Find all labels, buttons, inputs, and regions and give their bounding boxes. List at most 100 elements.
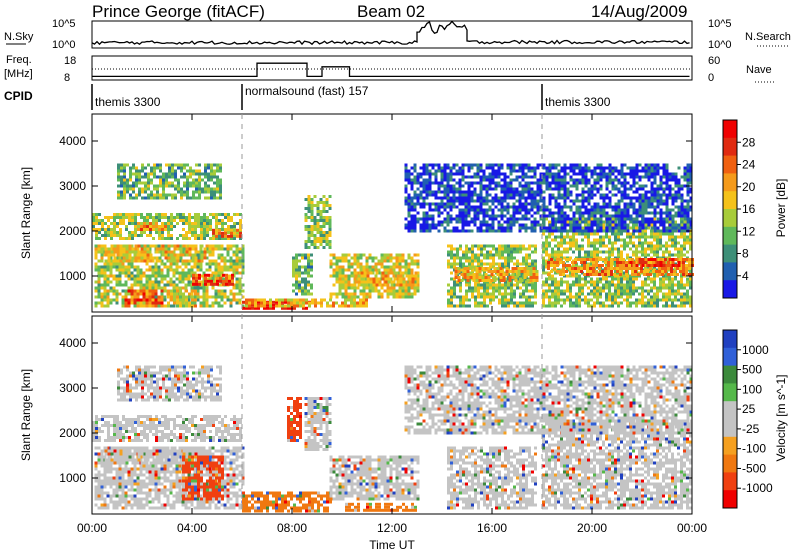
power-cell xyxy=(152,228,155,231)
power-cell xyxy=(641,298,644,302)
power-cell xyxy=(668,220,671,224)
power-cell xyxy=(398,259,402,263)
power-cell xyxy=(401,256,405,260)
power-cell xyxy=(180,196,183,200)
power-cell xyxy=(266,303,269,307)
power-cell xyxy=(92,213,95,216)
power-cell xyxy=(183,175,186,179)
power-cell xyxy=(449,217,453,221)
power-cell xyxy=(431,208,435,212)
power-cell xyxy=(557,250,560,254)
power-cell xyxy=(485,190,489,194)
power-cell xyxy=(422,166,426,170)
power-cell xyxy=(491,223,495,227)
power-cell xyxy=(146,213,149,216)
power-cell xyxy=(425,178,429,182)
power-cell xyxy=(329,253,333,257)
power-cell xyxy=(187,277,191,281)
power-cell xyxy=(659,264,663,267)
power-cell xyxy=(501,298,504,302)
power-cell xyxy=(143,225,146,228)
power-cell xyxy=(509,184,513,188)
power-cell xyxy=(155,213,158,216)
power-cell xyxy=(404,184,408,188)
power-cell xyxy=(365,256,369,260)
power-cell xyxy=(647,283,650,287)
power-cell xyxy=(139,244,143,248)
power-cell xyxy=(410,217,414,221)
power-cell xyxy=(135,178,138,182)
power-cell xyxy=(557,241,560,245)
power-cell xyxy=(458,172,462,176)
power-cell xyxy=(304,198,308,201)
power-cell xyxy=(557,295,560,299)
power-cell xyxy=(425,196,429,200)
power-cell xyxy=(682,273,685,276)
power-cell xyxy=(353,253,357,257)
power-cell xyxy=(124,292,128,296)
power-cell xyxy=(359,265,363,269)
power-cell xyxy=(185,295,188,299)
power-cell xyxy=(506,211,510,215)
power-cell xyxy=(488,163,492,167)
power-cell xyxy=(452,217,456,221)
power-cell xyxy=(160,280,164,284)
power-cell xyxy=(548,253,551,257)
power-cell xyxy=(344,304,347,308)
power-cell xyxy=(584,253,587,257)
power-cell xyxy=(182,298,185,302)
power-cell xyxy=(219,279,222,283)
power-cell xyxy=(167,228,170,231)
power-cell xyxy=(381,271,385,275)
power-cell xyxy=(338,265,342,269)
power-cell xyxy=(157,268,161,272)
power-cell xyxy=(492,295,495,299)
power-cell xyxy=(335,274,339,278)
power-cell xyxy=(124,295,128,299)
power-cell xyxy=(483,292,486,296)
power-cell xyxy=(510,295,513,299)
power-cell xyxy=(575,283,578,287)
power-cell xyxy=(671,229,674,233)
power-cell xyxy=(599,235,602,239)
power-cell xyxy=(413,196,417,200)
power-cell xyxy=(154,283,158,287)
power-cell xyxy=(671,283,674,287)
power-cell xyxy=(545,217,548,221)
power-cell xyxy=(178,280,182,284)
power-cell xyxy=(156,190,159,194)
power-cell xyxy=(572,301,575,305)
power-cell xyxy=(112,274,116,278)
power-cell xyxy=(135,175,138,179)
power-cell xyxy=(671,292,674,296)
power-cell xyxy=(449,196,453,200)
power-cell xyxy=(598,267,601,270)
power-cell xyxy=(223,268,227,272)
power-cell xyxy=(563,250,566,254)
power-cell xyxy=(194,304,197,308)
power-cell xyxy=(167,259,171,263)
power-cell xyxy=(164,256,168,260)
power-cell xyxy=(164,247,168,251)
power-cell xyxy=(626,235,629,239)
power-cell xyxy=(522,247,525,251)
power-cell xyxy=(129,187,132,191)
power-cell xyxy=(129,196,132,200)
power-cell xyxy=(465,289,468,293)
power-cell xyxy=(359,301,362,305)
power-cell xyxy=(216,181,219,185)
power-cell xyxy=(614,220,617,224)
power-cell xyxy=(387,271,391,275)
power-cell xyxy=(422,214,426,218)
power-cell xyxy=(509,178,513,182)
power-cell xyxy=(506,175,510,179)
power-cell xyxy=(165,184,168,188)
power-cell xyxy=(563,280,566,284)
power-cell xyxy=(186,187,189,191)
power-cell xyxy=(313,204,317,207)
power-cell xyxy=(565,270,568,273)
power-cell xyxy=(235,250,239,254)
power-cell xyxy=(565,264,568,267)
power-cell xyxy=(161,231,164,234)
power-cell xyxy=(159,163,162,167)
